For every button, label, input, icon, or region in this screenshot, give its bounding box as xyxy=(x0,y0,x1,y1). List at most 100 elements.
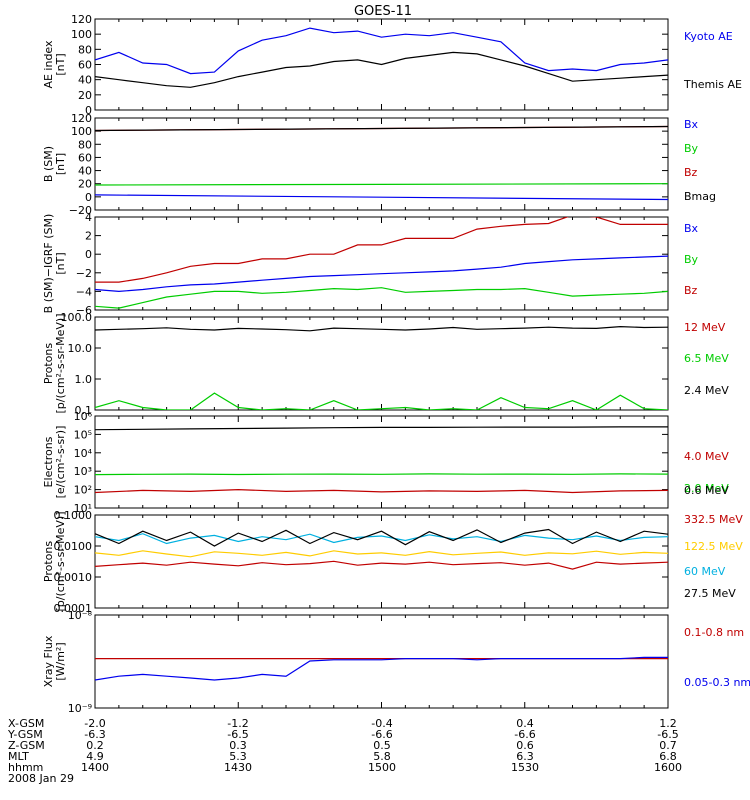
y-axis-label: [nT] xyxy=(54,252,67,274)
y-tick-label: 20 xyxy=(78,89,92,102)
y-tick-label: 120 xyxy=(71,112,92,125)
footer-value: 4.9 xyxy=(86,750,104,763)
y-tick-label: 10³ xyxy=(74,465,92,478)
y-tick-label: −4 xyxy=(76,285,92,298)
y-axis-label: [nT] xyxy=(54,153,67,175)
legend-label: Bz xyxy=(684,284,698,297)
series-line-bx xyxy=(95,194,668,201)
footer-value: 1600 xyxy=(654,761,682,774)
y-axis-label: AE index xyxy=(42,40,55,89)
panel-protons-low: 0.1 1.0 10.0 100.0 Protons [p/(cm²-s-sr-MeV)]… xyxy=(42,311,729,417)
panel-xray: 10⁻⁹ 10⁻⁸ Xray Flux [W/m²] 0.1-0.8 nm 0.05-0.… xyxy=(42,609,750,715)
y-axis-label: [e/(cm²-s-sr)] xyxy=(54,426,67,499)
legend-label: 332.5 MeV xyxy=(684,513,743,526)
footer-value: -6.5 xyxy=(657,728,678,741)
footer-row-label: X-GSM xyxy=(8,717,44,730)
series-line-2-0-mev xyxy=(95,473,668,476)
y-tick-label: 40 xyxy=(78,165,92,178)
series-line-27-5-mev xyxy=(95,528,668,547)
legend-label: 27.5 MeV xyxy=(684,587,736,600)
legend-label: Kyoto AE xyxy=(684,30,733,43)
footer-value: 0.5 xyxy=(373,739,391,752)
y-tick-label: 120 xyxy=(71,13,92,26)
y-axis-label: [p/(cm²-s-sr-MeV)] xyxy=(54,314,67,414)
series-line-122-5-mev xyxy=(95,550,668,558)
panel-b-minus-igrf: −6 −4 −2 0 2 4 B (SM)−IGRF (SM) [nT] Bx By Bz xyxy=(42,211,699,317)
footer-value: -6.5 xyxy=(227,728,248,741)
y-tick-label: 80 xyxy=(78,43,92,56)
series-line-0-6-mev xyxy=(95,426,668,431)
legend-label: Themis AE xyxy=(683,78,742,91)
panel-electrons: 10¹ 10² 10³ 10⁴ 10⁵ 10⁶ Electrons [e/(cm²-s-sr)… xyxy=(42,410,729,515)
y-tick-label: −20 xyxy=(69,204,92,217)
y-tick-label: 4 xyxy=(85,211,92,224)
series-line-bx xyxy=(95,255,668,293)
footer-row-label: Z-GSM xyxy=(8,739,45,752)
y-tick-label: 10.0 xyxy=(68,342,93,355)
panel-frame xyxy=(94,614,669,709)
legend-label: 6.5 MeV xyxy=(684,352,729,365)
panel-ae-index: 0 20 40 60 80 100 120 AE index [nT] Kyoto AE Themi… xyxy=(42,13,742,117)
legend-label: 0.1-0.8 nm xyxy=(684,626,744,639)
y-tick-label: 0 xyxy=(85,104,92,117)
y-tick-label: 0.0001 xyxy=(54,602,93,615)
y-tick-label: 10⁵ xyxy=(74,428,92,441)
legend-label: 60 MeV xyxy=(684,565,726,578)
legend-label: By xyxy=(684,142,699,155)
series-line-60-mev xyxy=(95,533,668,545)
y-tick-label: 10¹ xyxy=(74,502,92,515)
legend-label: Bx xyxy=(684,118,699,131)
footer-value: 5.8 xyxy=(373,750,391,763)
footer-value: 6.8 xyxy=(659,750,677,763)
footer-value: 1.2 xyxy=(659,717,677,730)
legend-label: 2.0 MeV xyxy=(684,482,729,495)
y-axis-label: [p/(cm²-s-sr-MeV)] xyxy=(54,512,67,612)
legend-label: 0.6 MeV xyxy=(684,484,729,497)
y-tick-label: 60 xyxy=(78,59,92,72)
y-axis-label: Protons xyxy=(42,343,55,384)
panel-protons-high: 0.0001 0.0010 0.0100 0.1000 Protons [p/(cm²-s… xyxy=(42,509,743,615)
series-line-0-05-0-3-nm xyxy=(95,656,668,681)
y-tick-label: 100.0 xyxy=(61,311,93,324)
y-tick-label: 80 xyxy=(78,138,92,151)
series-line-themis-ae xyxy=(95,51,668,88)
footer-value: 0.7 xyxy=(659,739,677,752)
series-line-by xyxy=(95,287,668,309)
legend-label: 122.5 MeV xyxy=(684,540,743,553)
footer-value: 5.3 xyxy=(229,750,247,763)
y-tick-label: 100 xyxy=(71,125,92,138)
panel-frame xyxy=(94,316,669,411)
y-tick-label: 2 xyxy=(85,230,92,243)
y-tick-label: 10⁴ xyxy=(74,447,93,460)
series-line-bz xyxy=(95,217,668,283)
footer-value: 0.3 xyxy=(229,739,247,752)
y-tick-label: 1.0 xyxy=(75,373,93,386)
series-line-2-4-mev xyxy=(95,325,668,332)
y-tick-label: 10⁻⁸ xyxy=(68,609,93,622)
footer-row-label: MLT xyxy=(8,750,29,763)
footer-value: -6.6 xyxy=(514,728,535,741)
legend-label: Bmag xyxy=(684,190,716,203)
y-axis-label: [nT] xyxy=(54,53,67,75)
footer-value: 1400 xyxy=(81,761,109,774)
y-tick-label: 0.1 xyxy=(75,404,93,417)
footer-value: 1500 xyxy=(368,761,396,774)
y-axis-label: Electrons xyxy=(42,436,55,487)
footer-date: 2008 Jan 29 xyxy=(8,772,74,785)
panel-frame xyxy=(94,415,669,509)
footer-value: -1.2 xyxy=(227,717,248,730)
panel-frame xyxy=(94,117,669,211)
footer-value: 0.6 xyxy=(516,739,534,752)
footer-value: 0.2 xyxy=(86,739,104,752)
y-tick-label: 0.0100 xyxy=(54,540,93,553)
panel-frame xyxy=(94,514,669,609)
y-tick-label: 40 xyxy=(78,74,92,87)
y-axis-label: [W/m²] xyxy=(54,642,67,680)
y-tick-label: 10² xyxy=(74,484,92,497)
legend-label: 0.05-0.3 nm xyxy=(684,676,750,689)
y-tick-label: 100 xyxy=(71,28,92,41)
y-tick-label: 0.0010 xyxy=(54,571,93,584)
series-line-6-5-mev xyxy=(95,392,668,410)
y-tick-label: 0.1000 xyxy=(54,509,93,522)
